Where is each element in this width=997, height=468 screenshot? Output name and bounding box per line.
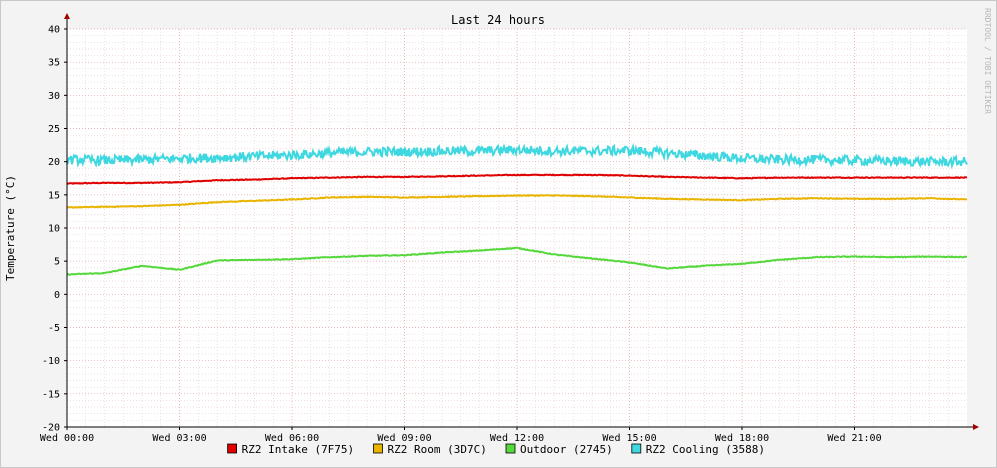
legend-swatch-3 xyxy=(631,443,642,454)
legend-label-3: RZ2 Cooling (3588) xyxy=(646,443,765,456)
x-tick-label: Wed 12:00 xyxy=(490,433,544,444)
x-tick-label: Wed 09:00 xyxy=(377,433,431,444)
series-line-3 xyxy=(66,142,968,170)
legend-swatch-2 xyxy=(505,443,516,454)
legend-label-2: Outdoor (2745) xyxy=(520,443,613,456)
x-axis-arrow xyxy=(973,424,979,430)
x-tick-label: Wed 00:00 xyxy=(40,433,94,444)
y-tick-label: 20 xyxy=(48,157,60,168)
legend-label-0: RZ2 Intake (7F75) xyxy=(242,443,355,456)
y-axis-arrow xyxy=(64,13,70,19)
watermark-text: RRDTOOL / TOBI OETIKER xyxy=(983,8,992,114)
y-tick-label: -5 xyxy=(48,323,60,334)
x-tick-labels: Wed 00:00 Wed 03:00 Wed 06:00 Wed 09:00 Wed … xyxy=(40,433,882,444)
y-tick-label: 30 xyxy=(48,91,60,102)
x-tick-label: Wed 21:00 xyxy=(827,433,881,444)
series-line-2 xyxy=(67,246,967,276)
x-tick-label: Wed 06:00 xyxy=(265,433,319,444)
major-grid xyxy=(66,28,967,428)
chart-title: Last 24 hours xyxy=(451,13,545,27)
y-tick-label: 40 xyxy=(48,25,60,36)
series-layer xyxy=(66,142,968,276)
y-tick-label: -10 xyxy=(42,356,60,367)
y-tick-label: 10 xyxy=(48,224,60,235)
y-tick-label: 35 xyxy=(48,58,60,69)
series-line-0 xyxy=(66,173,968,185)
legend: RZ2 Intake (7F75) RZ2 Room (3D7C) Outdoor … xyxy=(227,443,765,456)
y-axis-label: Temperature (°C) xyxy=(4,175,17,281)
series-line-1 xyxy=(66,193,968,209)
legend-swatch-0 xyxy=(227,443,238,454)
legend-swatch-1 xyxy=(373,443,383,454)
y-tick-label: 5 xyxy=(54,257,60,268)
y-tick-label: 15 xyxy=(48,190,60,201)
x-tick-label: Wed 03:00 xyxy=(152,433,206,444)
x-tick-label: Wed 15:00 xyxy=(602,433,656,444)
y-tick-label: 25 xyxy=(48,124,60,135)
axes xyxy=(64,13,979,430)
legend-label-1: RZ2 Room (3D7C) xyxy=(388,443,487,456)
x-tick-label: Wed 18:00 xyxy=(715,433,769,444)
y-tick-label: -15 xyxy=(42,389,60,400)
y-tick-labels: -20 -15 -10 -5 0 5 10 15 20 25 30 35 40 xyxy=(42,25,60,434)
y-tick-label: -20 xyxy=(42,423,60,434)
y-tick-label: 0 xyxy=(54,290,60,301)
